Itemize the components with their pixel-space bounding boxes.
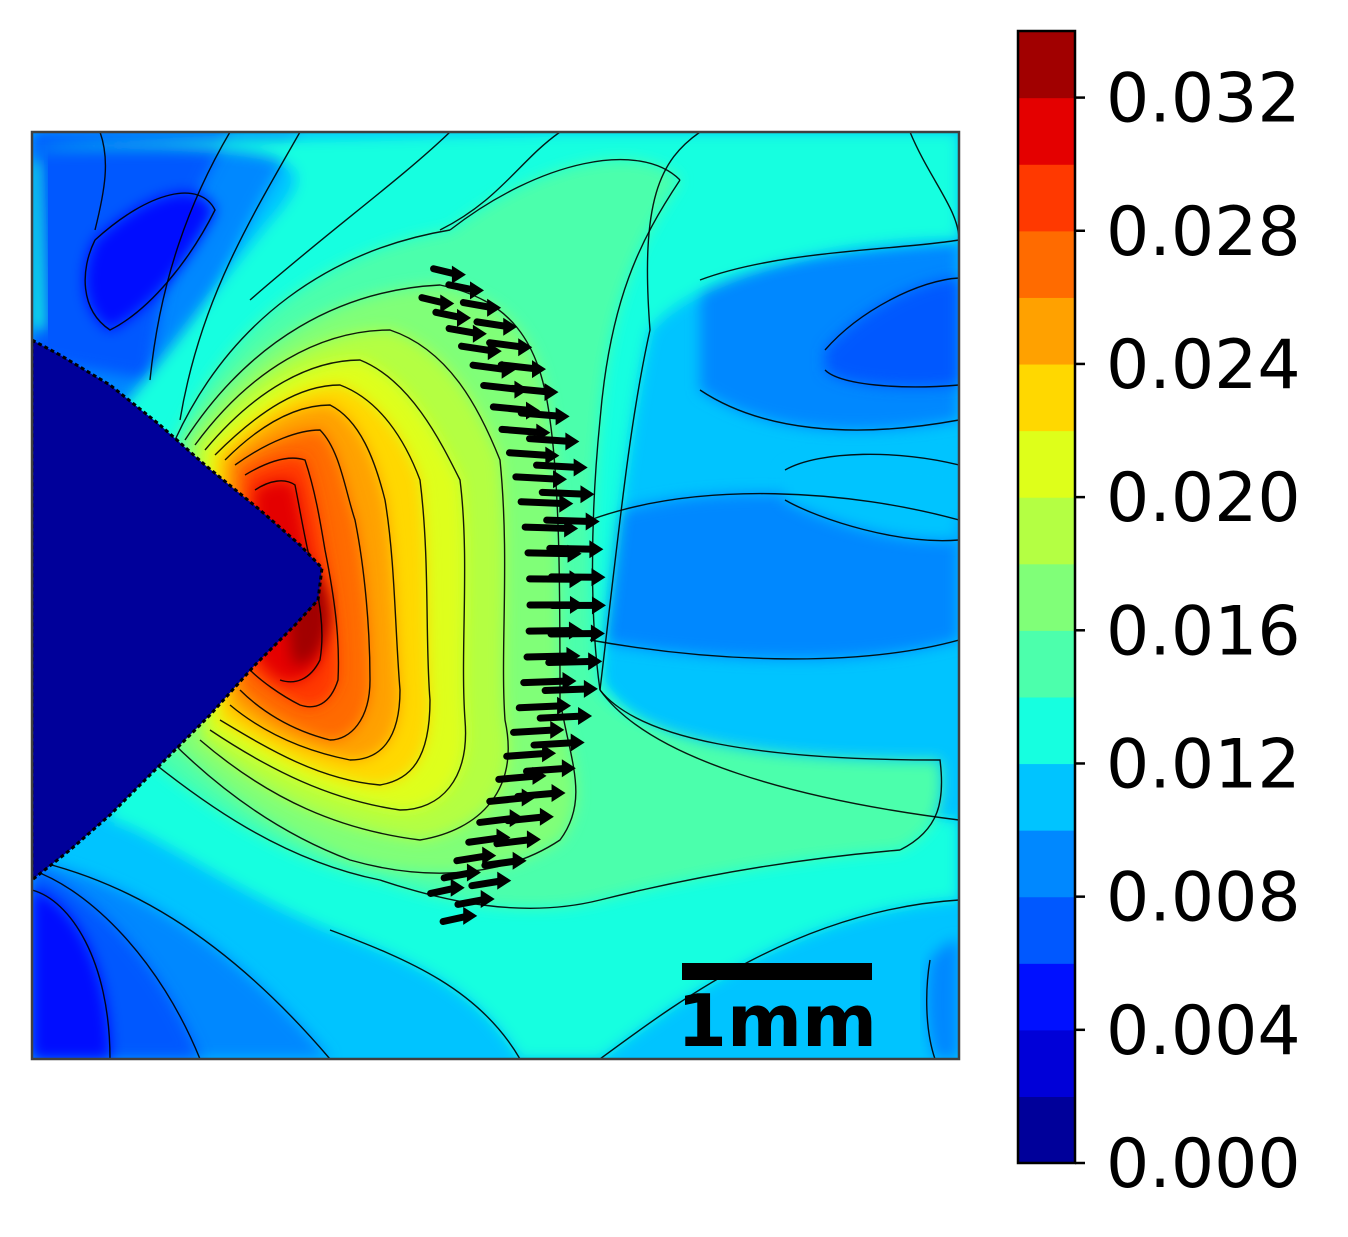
colorbar-band <box>1018 497 1075 564</box>
colorbar-band <box>1018 830 1075 897</box>
arrow-mark <box>509 453 551 456</box>
colorbar-band <box>1018 564 1075 631</box>
colorbar-band <box>1018 98 1075 165</box>
colorbar: 0.000 0.004 0.008 0.012 0.016 0.020 0.024 0.028… <box>1018 31 1301 1204</box>
arrow-mark <box>524 681 569 683</box>
arrow-mark <box>534 742 577 745</box>
colorbar-band <box>1018 1096 1075 1163</box>
arrow-mark <box>507 753 548 756</box>
colorbar-band <box>1018 31 1075 98</box>
scale-bar-label: 1mm <box>677 979 877 1063</box>
colorbar-tick-label: 0.008 <box>1106 859 1301 938</box>
arrow-mark <box>521 502 565 504</box>
colorbar-band <box>1018 364 1075 431</box>
colorbar-tick-label: 0.016 <box>1106 592 1301 671</box>
arrow-mark <box>542 492 586 494</box>
scale-bar: 1mm <box>677 963 877 1063</box>
arrow-mark <box>519 706 563 708</box>
contour-plot-area <box>32 132 959 1059</box>
colorbar-tick-label: 0.004 <box>1106 992 1301 1071</box>
colorbar-tick-label: 0.012 <box>1106 725 1301 804</box>
arrow-mark <box>528 553 574 554</box>
colorbar-band <box>1018 297 1075 364</box>
colorbar-tick-label: 0.028 <box>1106 193 1301 272</box>
colorbar-band <box>1018 630 1075 697</box>
colorbar-tick-label: 0.020 <box>1106 459 1301 538</box>
arrow-mark <box>545 689 590 691</box>
arrow-mark <box>550 548 596 549</box>
arrow-mark <box>549 661 594 662</box>
colorbar-band <box>1018 1030 1075 1097</box>
colorbar-band <box>1018 897 1075 964</box>
arrow-mark <box>551 633 597 634</box>
colorbar-band <box>1018 231 1075 298</box>
arrow-mark <box>521 413 561 416</box>
arrow-mark <box>537 465 580 467</box>
arrow-mark <box>547 520 592 521</box>
arrow-mark <box>525 527 570 528</box>
colorbar-band <box>1018 697 1075 764</box>
arrow-mark <box>502 429 542 432</box>
scale-bar-line <box>682 963 872 980</box>
arrow-mark <box>516 477 559 479</box>
arrow-mark <box>514 730 557 733</box>
colorbar-tick-label: 0.024 <box>1106 326 1301 405</box>
colorbar-band <box>1018 164 1075 231</box>
colorbar-band <box>1018 963 1075 1030</box>
colorbar-tick-label: 0.000 <box>1106 1125 1301 1204</box>
arrow-mark <box>540 716 584 718</box>
colorbar-band <box>1018 431 1075 498</box>
colorbar-tick-label: 0.032 <box>1106 60 1301 139</box>
arrow-mark <box>527 656 572 657</box>
colorbar-band <box>1018 763 1075 830</box>
arrow-mark <box>529 439 571 442</box>
